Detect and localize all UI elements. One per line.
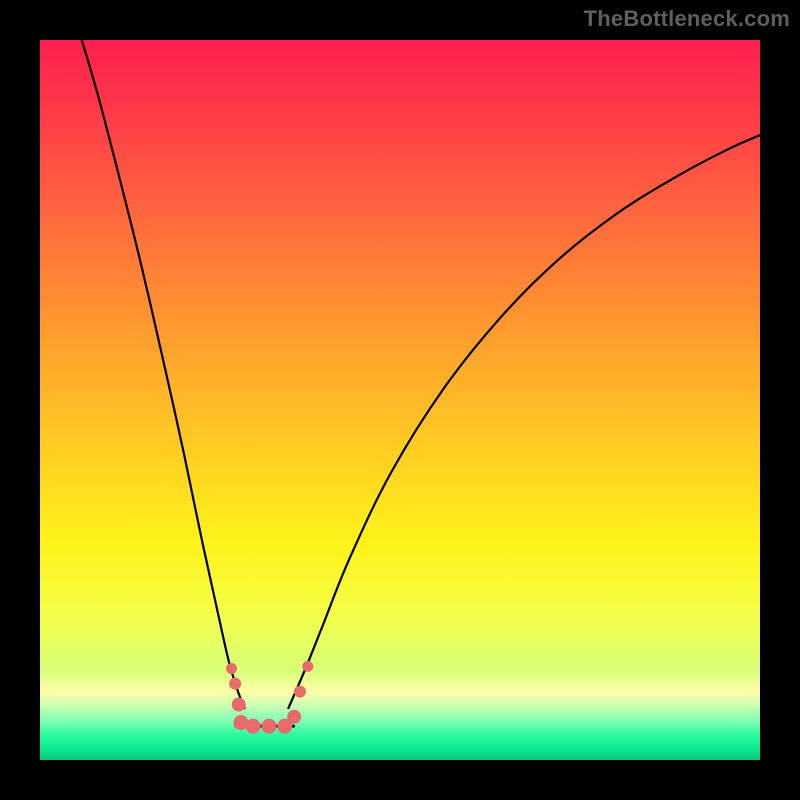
chart-frame: TheBottleneck.com	[0, 0, 800, 800]
watermark-text: TheBottleneck.com	[584, 6, 790, 32]
curve-marker	[246, 719, 261, 734]
curve-marker	[226, 663, 237, 674]
curve-marker	[232, 698, 246, 712]
curve-marker	[261, 719, 276, 734]
curve-marker	[229, 678, 241, 690]
plot-area	[40, 40, 760, 760]
curve-marker	[302, 661, 313, 672]
curve-layer	[40, 40, 760, 760]
curve-left-branch	[80, 40, 245, 708]
curve-marker	[294, 686, 306, 698]
curve-right-branch	[288, 132, 760, 708]
curve-marker	[287, 710, 301, 724]
